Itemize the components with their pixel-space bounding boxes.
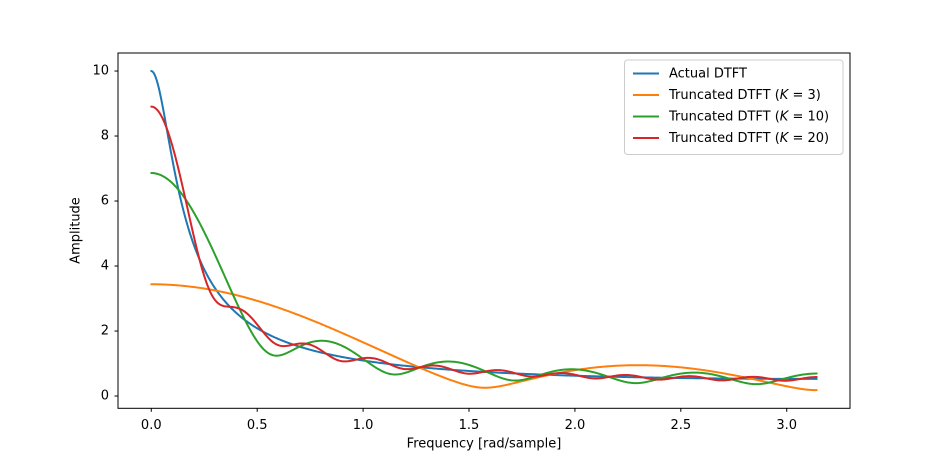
- axes-layer: [117, 52, 851, 409]
- x-tick-label: 1.0: [353, 418, 374, 433]
- y-tick-label: 4: [101, 259, 109, 274]
- legend-label: Actual DTFT: [669, 66, 747, 81]
- legend-label: Truncated DTFT (K = 10): [668, 109, 829, 124]
- y-tick-label: 0: [101, 389, 109, 404]
- y-tick-label: 8: [101, 129, 109, 144]
- y-tick-label: 6: [101, 194, 109, 209]
- series-layer: [150, 70, 818, 392]
- x-tick-label: 2.0: [565, 418, 586, 433]
- y-axis-label: Amplitude: [69, 197, 84, 264]
- x-tick-label: 3.0: [776, 418, 797, 433]
- x-tick-label: 1.5: [459, 418, 480, 433]
- series-truncated-k20: [150, 105, 818, 382]
- legend-label: Truncated DTFT (K = 20): [668, 131, 829, 146]
- legend: Actual DTFT Truncated DTFT (K = 3) Truncat…: [624, 59, 844, 155]
- series-truncated-k10: [150, 172, 818, 386]
- x-tick-label: 2.5: [670, 418, 691, 433]
- ticks-layer: 0.0 0.5 1.0 1.5 2.0 2.5 3.0 0 2 4 6 8 10: [92, 64, 797, 433]
- y-tick-label: 2: [101, 324, 109, 339]
- legend-label: Truncated DTFT (K = 3): [668, 88, 821, 103]
- series-truncated-k3: [150, 283, 818, 392]
- legend-box: [624, 59, 844, 155]
- x-tick-label: 0.5: [247, 418, 268, 433]
- x-tick-label: 0.0: [141, 418, 162, 433]
- x-axis-label: Frequency [rad/sample]: [407, 437, 562, 452]
- plot-border: [117, 52, 851, 409]
- y-tick-label: 10: [92, 64, 109, 79]
